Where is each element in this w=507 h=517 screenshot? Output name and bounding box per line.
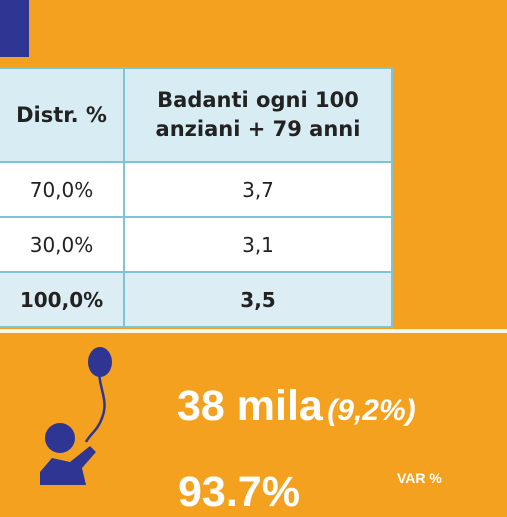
stat-change: (9,2%)	[327, 394, 416, 427]
table-row: 70,0% 3,7	[0, 161, 393, 218]
cell-caregivers-total: 3,5	[123, 271, 393, 328]
cell-distribution: 70,0%	[0, 161, 125, 218]
header-distribution: Distr. %	[0, 67, 125, 163]
header-caregivers-per-100: Badanti ogni 100 anziani + 79 anni	[123, 67, 393, 163]
person-with-balloon-icon	[40, 347, 112, 485]
cell-caregivers: 3,7	[123, 161, 393, 218]
cell-distribution: 30,0%	[0, 216, 125, 273]
var-label: VAR %	[397, 470, 442, 486]
caregivers-table: Distr. % Badanti ogni 100 anziani + 79 a…	[0, 67, 393, 328]
cell-distribution-total: 100,0%	[0, 271, 125, 328]
table-total-row: 100,0% 3,5	[0, 271, 393, 328]
section-divider	[0, 329, 507, 333]
stat-secondary-value: 93.7%	[178, 468, 300, 516]
cell-caregivers: 3,1	[123, 216, 393, 273]
table-header-row: Distr. % Badanti ogni 100 anziani + 79 a…	[0, 67, 393, 163]
table-row: 30,0% 3,1	[0, 216, 393, 273]
stat-headline: 38 mila (9,2%)	[177, 382, 416, 431]
stat-value: 38 mila	[177, 382, 323, 430]
corner-block	[0, 0, 29, 57]
